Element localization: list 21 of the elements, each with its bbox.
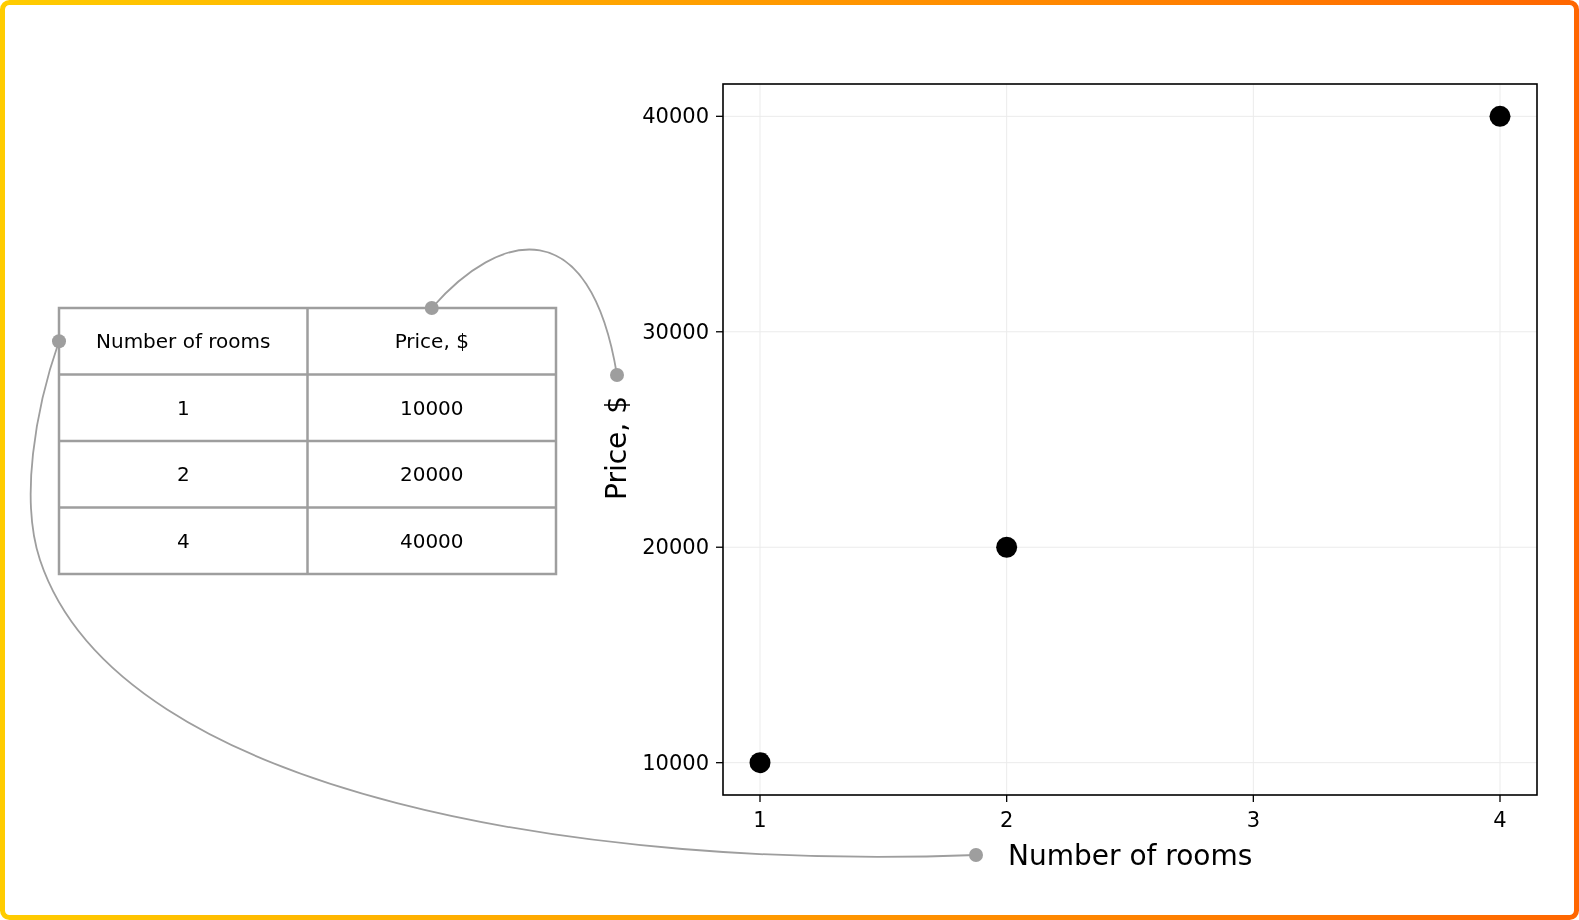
point	[749, 752, 771, 774]
x-axis-title: Number of rooms	[1008, 838, 1253, 872]
category-label: 1	[176, 395, 190, 420]
data-label: 10000	[399, 395, 464, 420]
text: Number of rooms	[96, 329, 271, 354]
x-tick-label: 2	[999, 808, 1014, 832]
y-tick-label: 20000	[642, 535, 709, 560]
text: Price, $	[394, 329, 469, 354]
y-tick-label: 10000	[642, 750, 709, 775]
data-label: 40000	[399, 528, 464, 553]
category-label: 2	[176, 462, 190, 487]
y-tick-label: 30000	[642, 319, 709, 344]
y-tick-label: 40000	[642, 104, 709, 129]
point	[1489, 105, 1511, 127]
category-label: 4	[176, 528, 190, 553]
x-tick-label: 3	[1246, 808, 1261, 832]
data-label: 20000	[399, 462, 464, 487]
x-tick-label: 4	[1493, 808, 1507, 832]
point	[996, 536, 1018, 558]
y-axis-title: Price, $	[599, 396, 633, 500]
x-tick-label: 1	[753, 808, 767, 832]
